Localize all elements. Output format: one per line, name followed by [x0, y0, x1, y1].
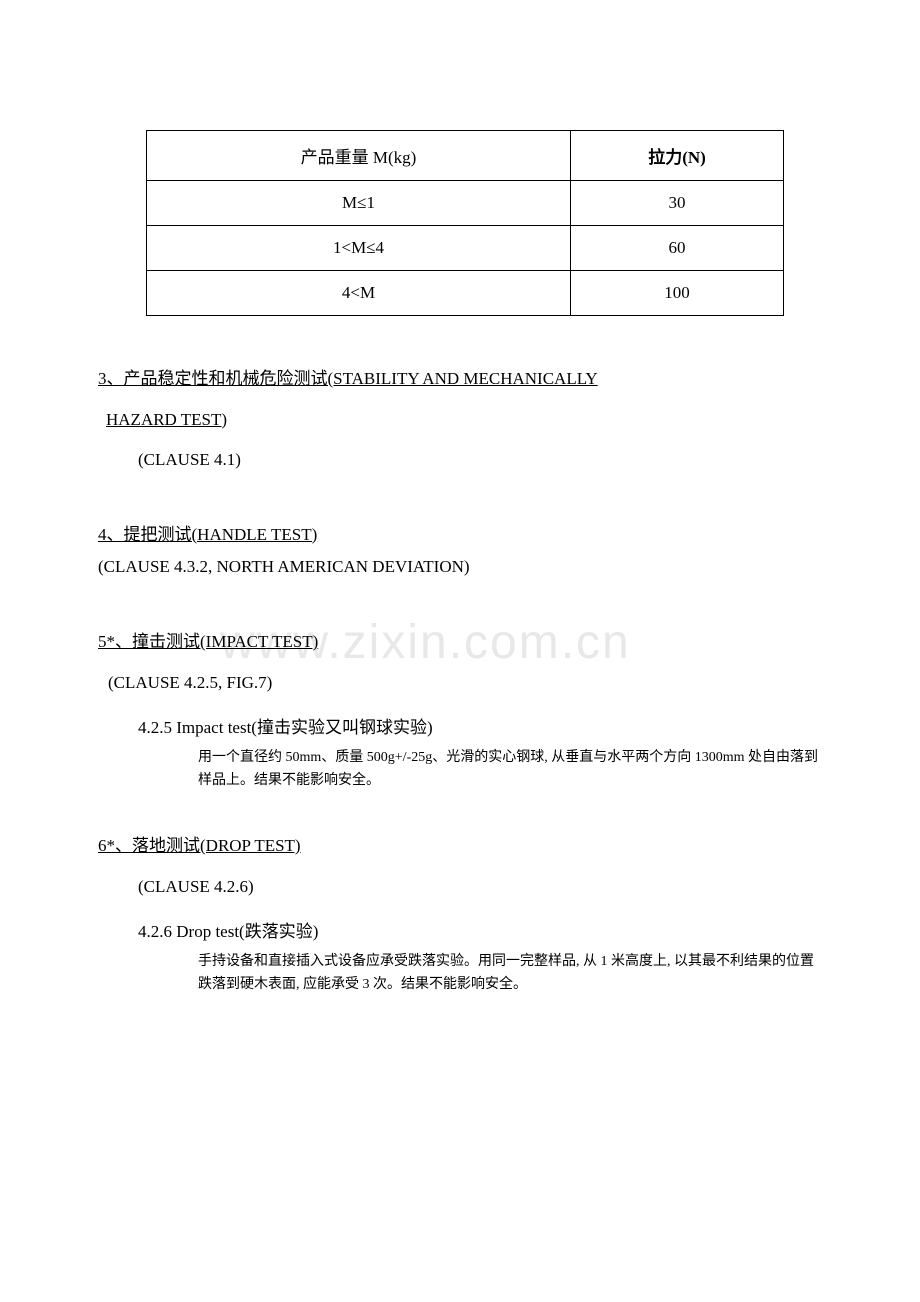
section-6-title: 6*、落地测试(DROP TEST)	[98, 833, 822, 859]
table-cell: 4<M	[147, 271, 571, 316]
section-6: 6*、落地测试(DROP TEST) (CLAUSE 4.2.6) 4.2.6 …	[98, 833, 822, 997]
table-header-row: 产品重量 M(kg) 拉力(N)	[147, 131, 784, 181]
table-cell: 60	[571, 226, 784, 271]
section-3: 3、产品稳定性和机械危险测试(STABILITY AND MECHANICALL…	[98, 366, 822, 470]
section-6-subclause: 4.2.6 Drop test(跌落实验)	[138, 917, 822, 942]
force-header-text: 拉力(N)	[648, 148, 706, 167]
document-content: 产品重量 M(kg) 拉力(N) M≤1 30 1<M≤4 60 4<M 100…	[98, 130, 822, 997]
table-header-weight: 产品重量 M(kg)	[147, 131, 571, 181]
section-5-clause: (CLAUSE 4.2.5, FIG.7)	[108, 673, 822, 693]
section-5-title: 5*、撞击测试(IMPACT TEST)	[98, 629, 822, 655]
table-header-force: 拉力(N)	[571, 131, 784, 181]
table-cell: M≤1	[147, 181, 571, 226]
table-cell: 100	[571, 271, 784, 316]
section-3-title-line1: 3、产品稳定性和机械危险测试(STABILITY AND MECHANICALL…	[98, 366, 822, 392]
table-row: 1<M≤4 60	[147, 226, 784, 271]
table-row: M≤1 30	[147, 181, 784, 226]
table-row: 4<M 100	[147, 271, 784, 316]
table-cell: 1<M≤4	[147, 226, 571, 271]
section-4-clause: (CLAUSE 4.3.2, NORTH AMERICAN DEVIATION)	[98, 557, 822, 577]
section-3-title-line2: HAZARD TEST)	[106, 410, 822, 430]
section-6-description: 手持设备和直接插入式设备应承受跌落实验。用同一完整样品, 从 1 米高度上, 以…	[198, 950, 822, 998]
section-4-title: 4、提把测试(HANDLE TEST)	[98, 522, 822, 548]
section-5: 5*、撞击测试(IMPACT TEST) (CLAUSE 4.2.5, FIG.…	[98, 629, 822, 793]
section-3-clause: (CLAUSE 4.1)	[138, 450, 822, 470]
section-4: 4、提把测试(HANDLE TEST) (CLAUSE 4.3.2, NORTH…	[98, 522, 822, 578]
force-table: 产品重量 M(kg) 拉力(N) M≤1 30 1<M≤4 60 4<M 100	[146, 130, 784, 316]
section-6-clause: (CLAUSE 4.2.6)	[138, 877, 822, 897]
section-5-subclause: 4.2.5 Impact test(撞击实验又叫钢球实验)	[138, 713, 822, 738]
section-5-description: 用一个直径约 50mm、质量 500g+/-25g、光滑的实心钢球, 从垂直与水…	[198, 746, 822, 794]
table-cell: 30	[571, 181, 784, 226]
